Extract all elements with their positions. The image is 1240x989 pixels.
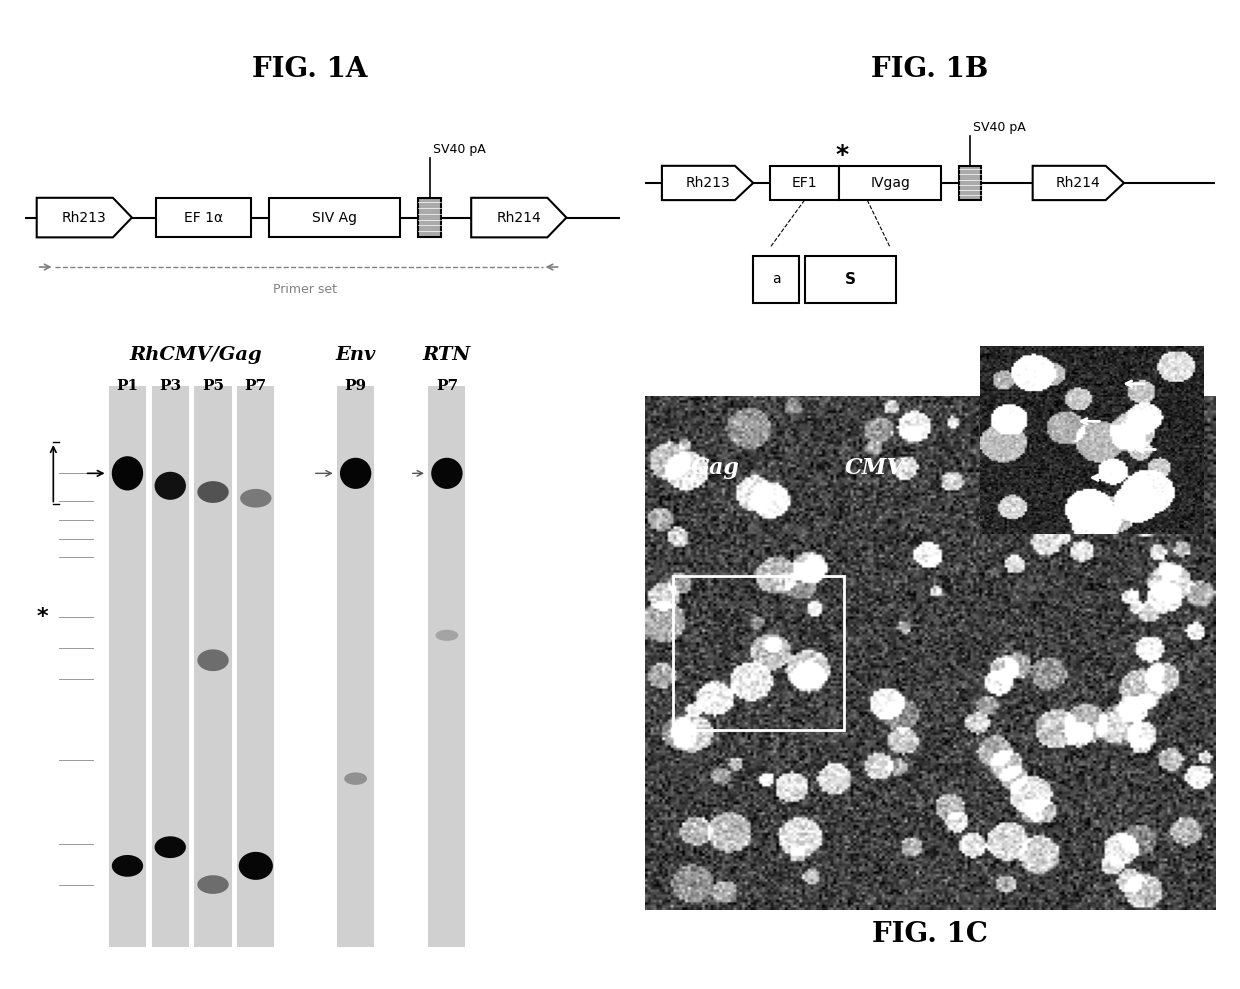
Text: P5: P5 <box>202 379 224 393</box>
FancyBboxPatch shape <box>753 256 799 303</box>
Text: S: S <box>844 272 856 287</box>
Polygon shape <box>471 198 567 237</box>
Text: P9: P9 <box>345 379 367 393</box>
Ellipse shape <box>155 472 186 499</box>
Text: FIG. 1C: FIG. 1C <box>872 921 988 948</box>
Text: P7: P7 <box>244 379 267 393</box>
Text: Env: Env <box>336 346 376 364</box>
Text: SV40 pA: SV40 pA <box>973 121 1025 134</box>
Ellipse shape <box>239 852 273 880</box>
Text: Primer set: Primer set <box>273 283 336 296</box>
Ellipse shape <box>112 854 143 877</box>
Text: FIG. 1A: FIG. 1A <box>252 55 368 83</box>
Text: FIG. 1B: FIG. 1B <box>872 55 988 83</box>
Text: EF 1α: EF 1α <box>184 211 223 225</box>
FancyBboxPatch shape <box>959 166 981 200</box>
Ellipse shape <box>345 772 367 785</box>
Bar <box>195 386 232 946</box>
Bar <box>237 386 274 946</box>
Text: IVgag: IVgag <box>870 176 910 190</box>
Ellipse shape <box>435 630 459 641</box>
Ellipse shape <box>197 875 228 894</box>
Text: EF1: EF1 <box>791 176 817 190</box>
Text: SV40 pA: SV40 pA <box>433 142 485 155</box>
Text: RTN: RTN <box>423 346 471 364</box>
Text: P3: P3 <box>159 379 181 393</box>
Ellipse shape <box>112 456 143 491</box>
Bar <box>673 576 844 730</box>
Text: P7: P7 <box>435 379 458 393</box>
Text: P1: P1 <box>117 379 139 393</box>
Text: Rh214: Rh214 <box>496 211 541 225</box>
Polygon shape <box>1033 166 1123 200</box>
FancyBboxPatch shape <box>805 256 895 303</box>
Polygon shape <box>37 198 131 237</box>
FancyBboxPatch shape <box>770 166 838 200</box>
FancyBboxPatch shape <box>838 166 941 200</box>
Text: *: * <box>36 606 47 627</box>
Ellipse shape <box>340 458 371 489</box>
Text: a: a <box>771 272 780 287</box>
Ellipse shape <box>241 489 272 507</box>
Bar <box>109 386 146 946</box>
FancyBboxPatch shape <box>418 198 441 237</box>
Ellipse shape <box>432 458 463 489</box>
Ellipse shape <box>155 837 186 858</box>
Text: Rh213: Rh213 <box>686 176 730 190</box>
Text: Rh214: Rh214 <box>1056 176 1101 190</box>
Text: *: * <box>835 143 848 167</box>
Text: SIV Ag: SIV Ag <box>311 211 357 225</box>
Text: Gag: Gag <box>691 457 739 480</box>
Text: RhCMV/Gag: RhCMV/Gag <box>130 346 262 364</box>
Text: Rh213: Rh213 <box>62 211 107 225</box>
Text: CMV: CMV <box>844 457 904 480</box>
FancyBboxPatch shape <box>269 198 399 237</box>
Bar <box>151 386 188 946</box>
Ellipse shape <box>197 650 228 672</box>
FancyBboxPatch shape <box>156 198 250 237</box>
Ellipse shape <box>197 481 228 503</box>
Bar <box>337 386 374 946</box>
Bar <box>428 386 465 946</box>
Polygon shape <box>662 166 753 200</box>
